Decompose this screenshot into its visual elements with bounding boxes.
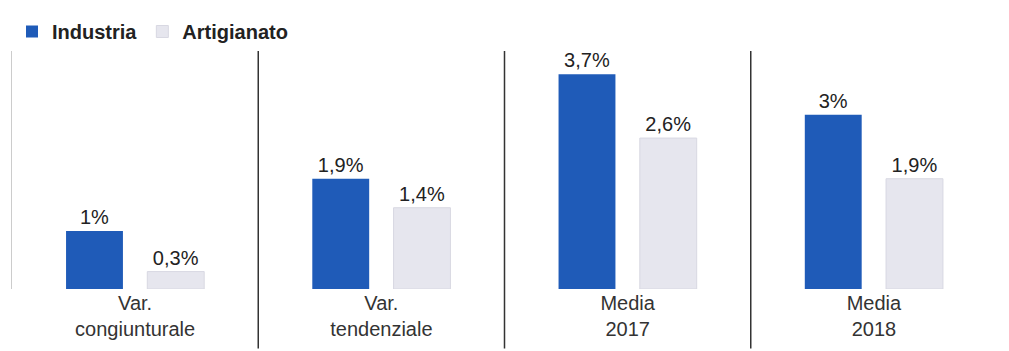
svg-text:Media2017: Media2017: [600, 292, 655, 340]
svg-text:Media2018: Media2018: [847, 292, 902, 340]
svg-text:1%: 1%: [80, 206, 109, 228]
svg-text:Artigianato: Artigianato: [182, 21, 288, 43]
svg-text:1,4%: 1,4%: [399, 183, 445, 205]
svg-text:3,7%: 3,7%: [564, 49, 610, 71]
svg-text:Var.congiunturale: Var.congiunturale: [75, 292, 195, 340]
svg-text:2,6%: 2,6%: [645, 113, 691, 135]
svg-text:Industria: Industria: [52, 21, 137, 43]
svg-text:Var.tendenziale: Var.tendenziale: [330, 292, 432, 340]
svg-text:1,9%: 1,9%: [318, 154, 364, 176]
svg-text:0,3%: 0,3%: [153, 247, 199, 269]
svg-text:3%: 3%: [819, 90, 848, 112]
svg-text:1,9%: 1,9%: [892, 154, 938, 176]
